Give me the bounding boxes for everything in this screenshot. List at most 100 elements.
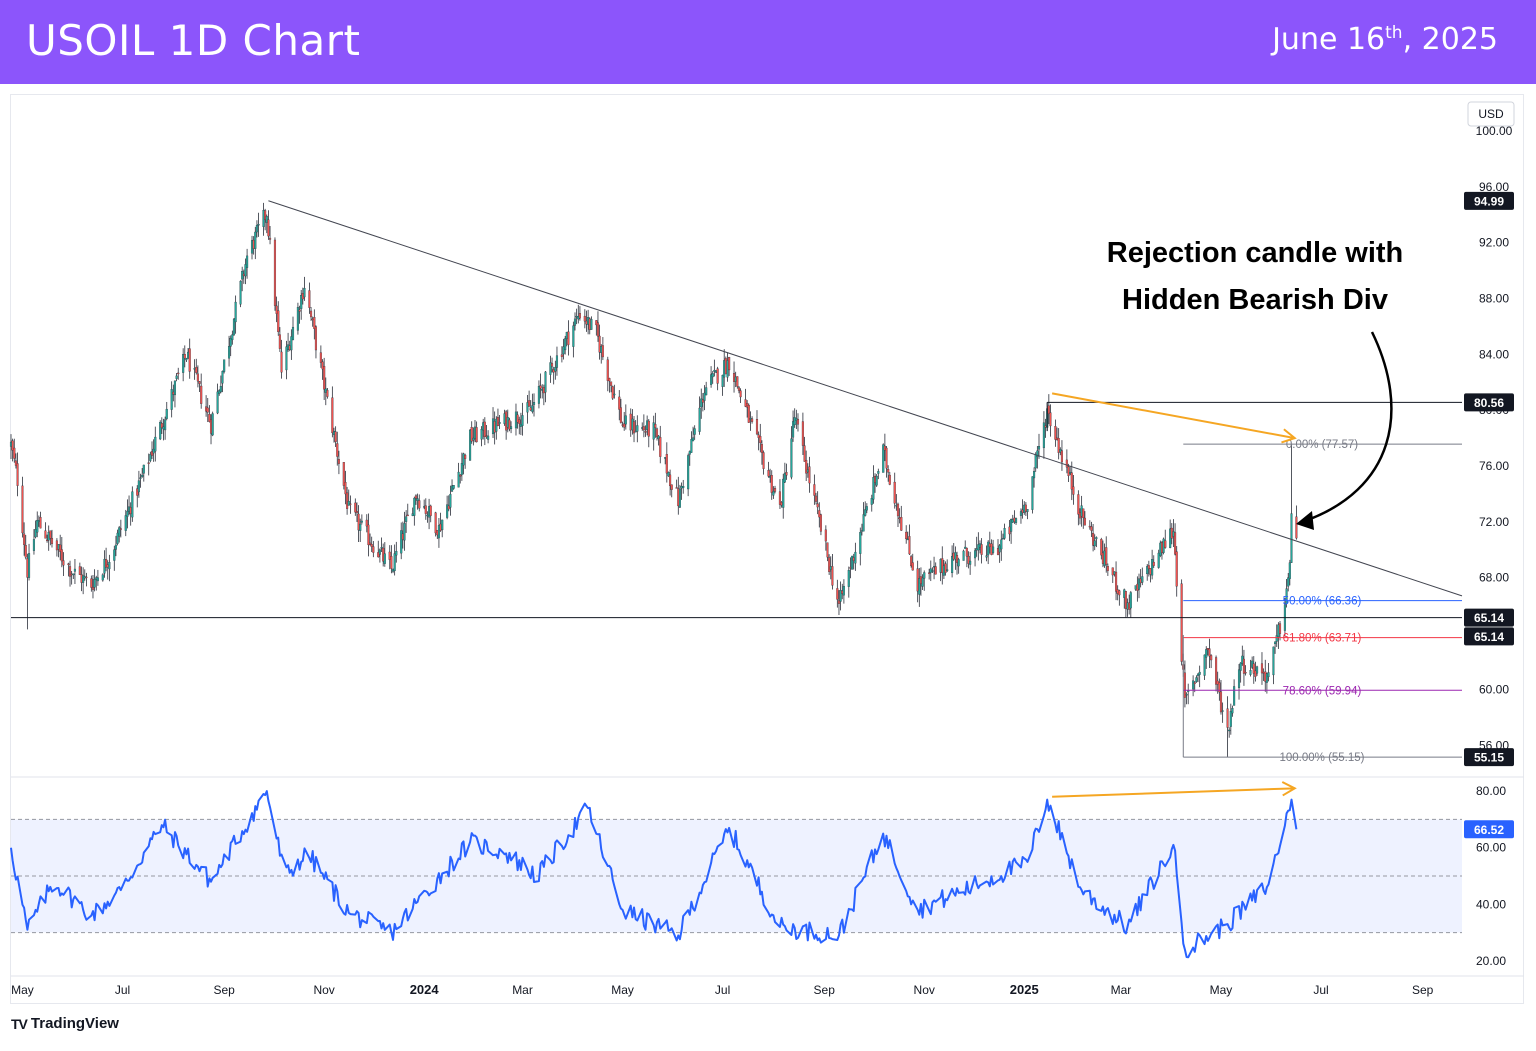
candle-body	[59, 544, 62, 552]
candle-body	[896, 503, 900, 517]
candle-body	[1026, 509, 1029, 512]
currency-label-box	[1467, 101, 1515, 127]
candle-body	[808, 466, 811, 484]
candle-body	[469, 429, 472, 461]
candle-body	[416, 498, 419, 501]
candle-body	[601, 345, 604, 358]
candle-body	[682, 486, 685, 488]
candle	[114, 535, 117, 557]
candle	[773, 485, 777, 494]
candle-body	[216, 391, 219, 414]
candle-body	[847, 570, 850, 587]
chart-frame	[10, 94, 1524, 1004]
candle-body	[816, 503, 819, 508]
candle-body	[624, 415, 627, 425]
candle-body	[508, 419, 511, 430]
candle-body	[334, 431, 337, 442]
candle-body	[516, 414, 519, 423]
candle-body	[32, 539, 36, 551]
candle	[388, 545, 391, 570]
candle	[528, 390, 531, 407]
candle	[808, 456, 811, 493]
candle-body	[434, 512, 437, 534]
candle	[1267, 662, 1270, 682]
candle-body	[531, 405, 534, 412]
candle	[760, 440, 763, 465]
candle	[801, 412, 804, 455]
candle	[403, 511, 406, 551]
candle	[470, 421, 473, 444]
candle-body	[46, 539, 49, 542]
candle-body	[141, 474, 144, 477]
candle	[369, 533, 372, 546]
candle	[395, 541, 398, 563]
candle-body	[980, 544, 983, 555]
chart-date: June 16th, 2025	[1272, 22, 1498, 57]
candle-body	[170, 389, 173, 410]
candle	[354, 498, 357, 516]
candle-body	[885, 447, 888, 469]
candle-body	[346, 492, 349, 509]
candle-body	[372, 546, 375, 553]
candle	[1275, 624, 1278, 647]
candle	[690, 431, 693, 453]
candle	[705, 381, 708, 396]
candle-body	[549, 362, 552, 375]
candle	[159, 420, 162, 441]
candle	[828, 554, 831, 575]
candle	[814, 492, 818, 505]
candle	[865, 503, 868, 514]
candle	[119, 519, 122, 538]
candle	[1057, 428, 1060, 460]
candle-body	[921, 577, 924, 587]
candle-body	[68, 566, 72, 577]
candle	[893, 472, 896, 509]
annotation-arrow-curve	[1301, 331, 1393, 524]
candle	[108, 554, 111, 582]
candle	[344, 470, 347, 505]
candle-body	[987, 541, 990, 556]
candle-body	[716, 368, 719, 384]
candle-body	[1278, 623, 1282, 634]
candle-body	[280, 351, 283, 373]
candle-body	[460, 463, 463, 475]
candle-body	[229, 338, 232, 347]
candle-body	[96, 577, 99, 582]
candle	[1210, 654, 1213, 669]
candle	[229, 335, 232, 357]
candle-body	[91, 587, 95, 590]
candle-body	[1124, 591, 1127, 610]
candle-body	[496, 417, 499, 427]
candle-body	[957, 559, 960, 567]
candle	[239, 280, 242, 308]
candle-body	[1237, 669, 1241, 688]
candle	[837, 590, 841, 616]
candle-body	[1233, 686, 1236, 706]
time-axis-tick-label: Jul	[115, 983, 130, 997]
time-axis-tick-label: May	[11, 983, 34, 997]
candle	[424, 498, 427, 520]
candle-body	[1146, 566, 1149, 575]
candle	[413, 496, 416, 526]
candle-body	[388, 551, 391, 560]
candle-body	[526, 402, 529, 413]
candle	[296, 302, 299, 335]
tradingview-brand[interactable]: TV TradingView	[11, 1015, 119, 1032]
candle	[449, 485, 452, 516]
candle	[46, 534, 49, 543]
candle-body	[1115, 571, 1118, 592]
candle	[360, 514, 363, 525]
candle-body	[291, 326, 295, 341]
candle	[370, 536, 373, 553]
candle	[290, 329, 293, 360]
candle-body	[1019, 511, 1023, 516]
candle	[957, 557, 960, 574]
time-axis-tick-label: Jul	[1313, 983, 1328, 997]
candle-body	[964, 546, 967, 549]
candle	[564, 335, 567, 355]
candle-body	[701, 399, 704, 403]
rsi-last-value-box	[1464, 820, 1514, 839]
candle-body	[177, 372, 180, 375]
time-axis-tick-label: 2024	[410, 982, 440, 997]
